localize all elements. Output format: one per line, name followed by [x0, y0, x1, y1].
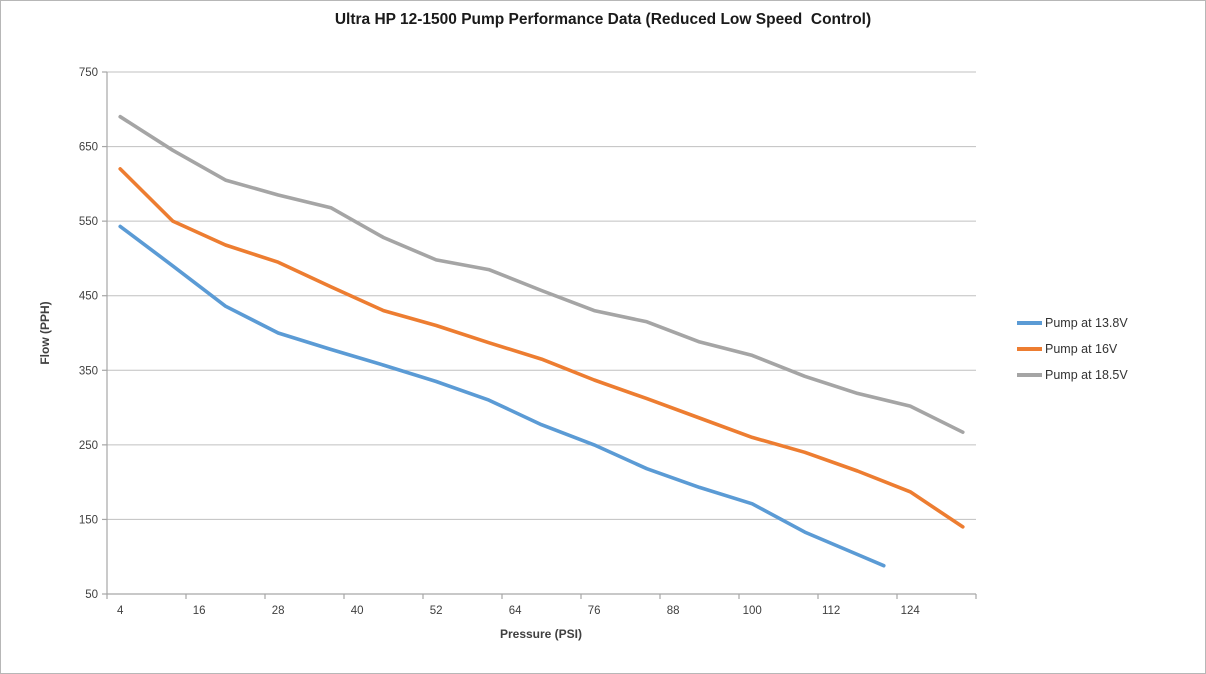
- x-axis-title: Pressure (PSI): [499, 627, 583, 641]
- y-tick-label: 450: [79, 291, 98, 303]
- legend-item: Pump at 13.8V: [1017, 310, 1128, 336]
- legend-label: Pump at 13.8V: [1045, 316, 1128, 330]
- y-tick-label: 250: [79, 440, 98, 452]
- x-tick-label: 40: [351, 605, 364, 617]
- legend-swatch: [1017, 373, 1042, 377]
- y-tick-label: 750: [79, 67, 98, 79]
- legend-label: Pump at 16V: [1045, 342, 1118, 356]
- legend-item: Pump at 18.5V: [1017, 362, 1128, 388]
- y-tick-label: 150: [79, 514, 98, 526]
- y-tick-label: 50: [85, 589, 98, 601]
- series-line-pump-at-18-5v: [118, 114, 965, 435]
- x-tick-label: 28: [272, 605, 285, 617]
- y-tick-label: 650: [79, 142, 98, 154]
- legend-swatch: [1017, 321, 1042, 325]
- series-line-pump-at-13-8v: [118, 224, 886, 568]
- x-tick-label: 100: [743, 605, 762, 617]
- x-tick-label: 88: [667, 605, 680, 617]
- legend-label: Pump at 18.5V: [1045, 368, 1128, 382]
- legend: Pump at 13.8V Pump at 16V Pump at 18.5V: [1017, 310, 1128, 388]
- y-tick-label: 350: [79, 365, 98, 377]
- y-axis-title: Flow (PPH): [38, 301, 52, 365]
- x-tick-label: 76: [588, 605, 601, 617]
- x-tick-label: 52: [430, 605, 443, 617]
- x-tick-label: 124: [901, 605, 921, 617]
- x-tick-label: 4: [117, 605, 124, 617]
- x-tick-label: 64: [509, 605, 522, 617]
- chart-title: Ultra HP 12-1500 Pump Performance Data (…: [334, 11, 872, 28]
- x-tick-label: 16: [193, 605, 206, 617]
- legend-swatch: [1017, 347, 1042, 351]
- x-tick-label: 112: [822, 605, 840, 617]
- legend-item: Pump at 16V: [1017, 336, 1128, 362]
- series-line-pump-at-16v: [118, 167, 965, 529]
- y-tick-label: 550: [79, 216, 98, 228]
